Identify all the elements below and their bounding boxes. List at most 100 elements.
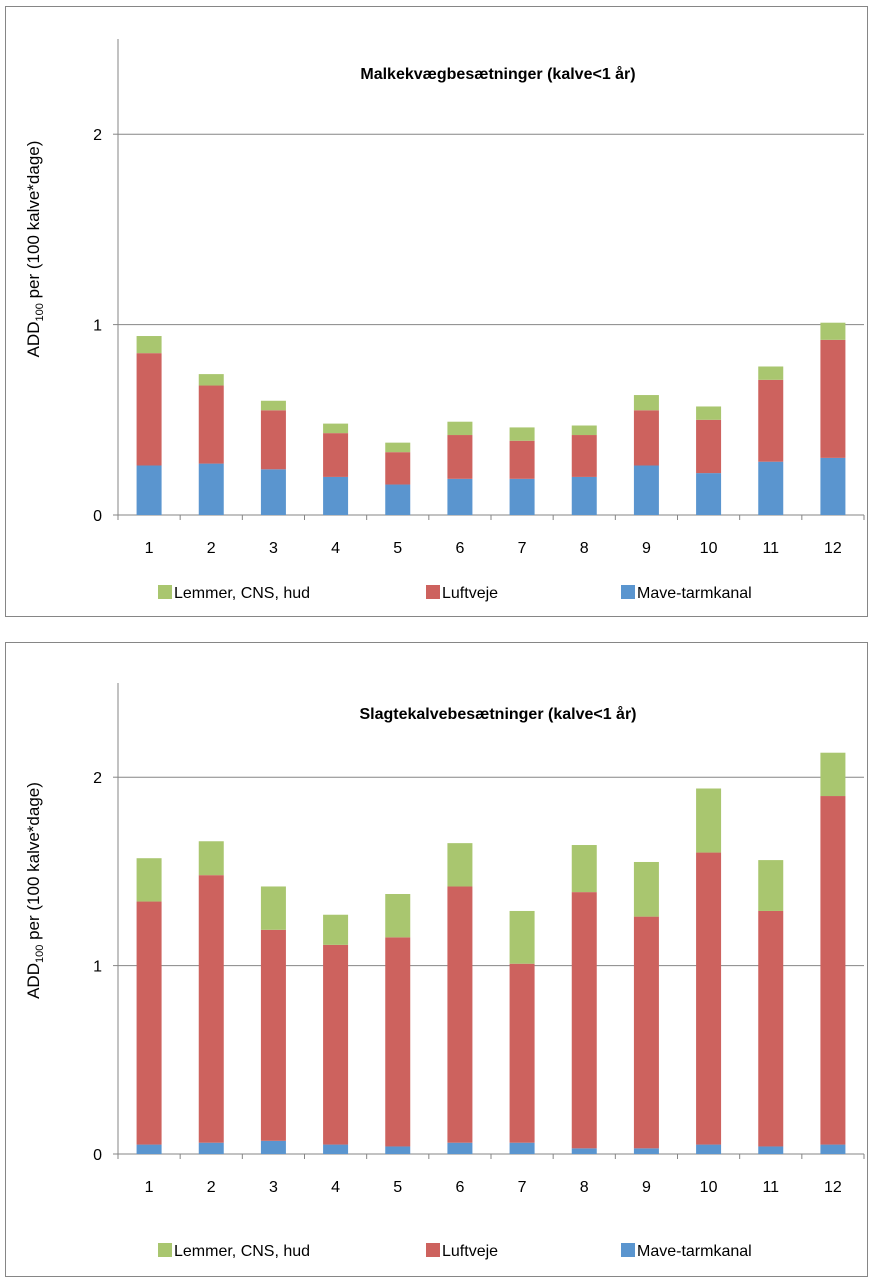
bar-respiratory-4 xyxy=(323,433,349,477)
bar-limbs-9 xyxy=(633,395,659,411)
legend-swatch-digestive xyxy=(621,1243,635,1257)
bar-limbs-2 xyxy=(198,841,224,876)
bar-digestive-11 xyxy=(758,461,784,515)
y-axis-label-main: ADD xyxy=(24,963,43,999)
bar-limbs-2 xyxy=(198,374,224,386)
x-tick-label-2: 2 xyxy=(207,540,216,557)
chart-dairy-herds: 0 1 2 1 2 3 4 5 6 7 8 9 10 11 12 Malkekvægbesætninger (… xyxy=(5,6,868,617)
x-tick-label-6: 6 xyxy=(455,540,464,557)
bar-limbs-10 xyxy=(696,788,722,853)
bar-respiratory-6 xyxy=(447,886,473,1143)
bar-limbs-6 xyxy=(447,421,473,436)
legend-label-respiratory: Luftveje xyxy=(442,1243,498,1260)
x-tick-label-12: 12 xyxy=(824,540,842,557)
bar-digestive-9 xyxy=(633,1148,659,1154)
bar-digestive-4 xyxy=(323,476,349,515)
bar-limbs-8 xyxy=(571,845,597,893)
bar-respiratory-8 xyxy=(571,435,597,477)
y-axis-label: ADD100 per (100 kalve*dage) xyxy=(24,141,46,358)
y-axis-label-main: ADD xyxy=(24,322,43,358)
bar-digestive-11 xyxy=(758,1146,784,1154)
bar-digestive-8 xyxy=(571,476,597,515)
bar-digestive-8 xyxy=(571,1148,597,1154)
legend-label-respiratory: Luftveje xyxy=(442,585,498,602)
bar-digestive-6 xyxy=(447,1142,473,1154)
bar-limbs-3 xyxy=(260,400,286,411)
bar-respiratory-12 xyxy=(820,796,846,1145)
bar-digestive-6 xyxy=(447,478,473,515)
bar-respiratory-11 xyxy=(758,910,784,1147)
x-tick-label-11: 11 xyxy=(762,540,779,557)
y-tick-label-2: 2 xyxy=(93,127,102,144)
y-axis-label-rest: per (100 kalve*dage) xyxy=(24,782,43,945)
bar-digestive-7 xyxy=(509,1142,535,1154)
bar-respiratory-4 xyxy=(323,944,349,1145)
bar-limbs-12 xyxy=(820,322,846,340)
x-tick-label-1: 1 xyxy=(145,540,154,557)
bar-respiratory-7 xyxy=(509,963,535,1143)
x-tick-label-5: 5 xyxy=(393,540,402,557)
bar-respiratory-5 xyxy=(385,937,411,1147)
x-tick-label-5: 5 xyxy=(393,1179,402,1196)
bar-limbs-1 xyxy=(136,858,162,902)
bar-respiratory-10 xyxy=(696,419,722,474)
chart-title: Malkekvægbesætninger (kalve<1 år) xyxy=(360,65,635,83)
x-tick-label-9: 9 xyxy=(642,540,651,557)
legend-label-digestive: Mave-tarmkanal xyxy=(637,1243,752,1260)
bar-digestive-10 xyxy=(696,1144,722,1154)
legend-swatch-respiratory xyxy=(426,585,440,599)
x-tick-label-3: 3 xyxy=(269,1179,278,1196)
bar-respiratory-12 xyxy=(820,339,846,458)
bar-digestive-12 xyxy=(820,457,846,515)
bar-limbs-4 xyxy=(323,914,349,945)
bar-limbs-7 xyxy=(509,427,535,441)
x-tick-label-9: 9 xyxy=(642,1179,651,1196)
bar-digestive-1 xyxy=(136,465,162,515)
bar-respiratory-11 xyxy=(758,379,784,462)
legend-label-limbs: Lemmer, CNS, hud xyxy=(174,1243,310,1260)
bar-limbs-11 xyxy=(758,860,784,911)
bar-respiratory-3 xyxy=(260,929,286,1141)
bar-respiratory-9 xyxy=(633,916,659,1149)
bar-digestive-7 xyxy=(509,478,535,515)
bar-respiratory-5 xyxy=(385,452,411,485)
bar-respiratory-9 xyxy=(633,410,659,466)
x-tick-label-11: 11 xyxy=(762,1179,779,1196)
bar-limbs-10 xyxy=(696,406,722,420)
y-axis-label: ADD100 per (100 kalve*dage) xyxy=(24,782,46,999)
bar-limbs-5 xyxy=(385,442,411,453)
y-axis-label-rest: per (100 kalve*dage) xyxy=(24,141,43,304)
bar-limbs-9 xyxy=(633,861,659,917)
x-tick-label-10: 10 xyxy=(700,540,718,557)
legend-label-digestive: Mave-tarmkanal xyxy=(637,585,752,602)
x-tick-label-4: 4 xyxy=(331,1179,340,1196)
y-tick-label-0: 0 xyxy=(93,1147,102,1164)
x-tick-label-3: 3 xyxy=(269,540,278,557)
bar-limbs-12 xyxy=(820,752,846,797)
bar-digestive-9 xyxy=(633,465,659,515)
bar-limbs-5 xyxy=(385,894,411,938)
bar-digestive-5 xyxy=(385,484,411,515)
bar-limbs-8 xyxy=(571,425,597,436)
bar-digestive-5 xyxy=(385,1146,411,1154)
x-tick-label-8: 8 xyxy=(580,1179,589,1196)
legend-swatch-digestive xyxy=(621,585,635,599)
bar-respiratory-3 xyxy=(260,410,286,470)
bar-digestive-10 xyxy=(696,473,722,515)
y-tick-label-1: 1 xyxy=(93,318,102,335)
y-tick-label-2: 2 xyxy=(93,770,102,787)
bar-digestive-2 xyxy=(198,1142,224,1154)
y-tick-label-1: 1 xyxy=(93,959,102,976)
bar-limbs-11 xyxy=(758,366,784,380)
bar-limbs-7 xyxy=(509,910,535,964)
x-tick-label-4: 4 xyxy=(331,540,340,557)
y-tick-label-0: 0 xyxy=(93,508,102,525)
x-tick-label-2: 2 xyxy=(207,1179,216,1196)
bar-limbs-6 xyxy=(447,843,473,887)
bar-respiratory-6 xyxy=(447,435,473,479)
x-tick-label-10: 10 xyxy=(700,1179,718,1196)
chart-title: Slagtekalvebesætninger (kalve<1 år) xyxy=(359,705,636,723)
bar-limbs-4 xyxy=(323,423,349,434)
bar-digestive-2 xyxy=(198,463,224,515)
